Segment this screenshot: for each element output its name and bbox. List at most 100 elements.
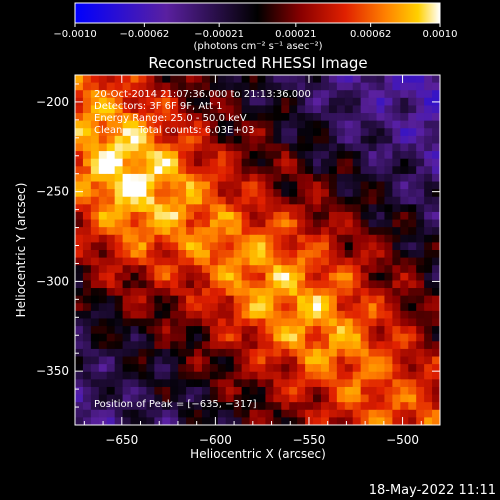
heatmap-cell	[170, 371, 179, 380]
heatmap-cell	[392, 333, 401, 342]
heatmap-cell	[376, 371, 386, 380]
heatmap-cell	[225, 105, 235, 114]
heatmap-cell	[162, 166, 171, 175]
heatmap-cell	[209, 75, 219, 84]
heatmap-cell	[154, 402, 163, 411]
heatmap-cell	[424, 402, 433, 411]
heatmap-cell	[289, 97, 298, 107]
heatmap-cell	[75, 219, 84, 228]
heatmap-cell	[82, 166, 92, 175]
heatmap-cell	[138, 82, 148, 91]
heatmap-cell	[241, 181, 251, 190]
heatmap-cell	[408, 250, 417, 259]
heatmap-cell	[432, 219, 440, 228]
heatmap-cell	[170, 341, 179, 350]
heatmap-cell	[328, 181, 338, 190]
heatmap-cell	[90, 364, 100, 373]
heatmap-cell	[376, 219, 386, 228]
heatmap-cell	[376, 402, 386, 411]
heatmap-cell	[320, 113, 330, 122]
heatmap-cell	[106, 181, 116, 190]
heatmap-cell	[257, 326, 267, 335]
heatmap-cell	[201, 272, 211, 282]
heatmap-cell	[281, 272, 290, 282]
heatmap-cell	[170, 242, 179, 251]
heatmap-cell	[305, 303, 314, 312]
heatmap-cell	[154, 303, 163, 312]
heatmap-cell	[209, 295, 219, 304]
peak-position-label: Position of Peak = [−635, −317]	[94, 399, 257, 410]
heatmap-cell	[138, 211, 148, 221]
heatmap-cell	[170, 250, 179, 259]
heatmap-cell	[75, 341, 84, 350]
heatmap-cell	[249, 158, 259, 167]
heatmap-cell	[233, 204, 243, 213]
heatmap-cell	[384, 227, 393, 236]
heatmap-cell	[241, 173, 251, 183]
heatmap-cell	[154, 348, 163, 358]
heatmap-cell	[209, 181, 219, 190]
heatmap-cell	[432, 82, 440, 91]
heatmap-cell	[233, 280, 243, 289]
heatmap-cell	[186, 417, 195, 425]
heatmap-cell	[352, 173, 362, 183]
heatmap-cell	[122, 105, 132, 114]
heatmap-cell	[90, 310, 100, 320]
heatmap-cell	[360, 234, 370, 243]
heatmap-cell	[336, 227, 346, 236]
heatmap-cell	[178, 135, 187, 145]
heatmap-cell	[376, 417, 386, 425]
heatmap-cell	[432, 409, 440, 418]
heatmap-cell	[194, 128, 203, 137]
heatmap-cell	[106, 288, 116, 297]
heatmap-cell	[241, 189, 251, 198]
heatmap-cell	[241, 219, 251, 228]
heatmap-cell	[368, 379, 378, 388]
heatmap-cell	[241, 310, 251, 320]
heatmap-cell	[122, 173, 132, 183]
heatmap-cell	[90, 219, 100, 228]
heatmap-cell	[90, 409, 100, 418]
heatmap-cell	[98, 105, 108, 114]
heatmap-cell	[416, 348, 425, 358]
heatmap-cell	[328, 280, 338, 289]
heatmap-cell	[424, 356, 433, 365]
heatmap-cell	[98, 265, 108, 274]
heatmap-cell	[289, 181, 298, 190]
heatmap-cell	[384, 90, 393, 99]
heatmap-cell	[320, 143, 330, 152]
heatmap-cell	[98, 341, 108, 350]
heatmap-cell	[114, 158, 124, 167]
heatmap-cell	[82, 135, 92, 145]
heatmap-cell	[336, 143, 346, 152]
y-axis-label: Heliocentric Y (arcsec)	[14, 183, 28, 318]
heatmap-cell	[352, 333, 362, 342]
heatmap-cell	[225, 295, 235, 304]
heatmap-cell	[249, 257, 259, 266]
heatmap-cell	[384, 250, 393, 259]
heatmap-cell	[400, 128, 409, 137]
heatmap-cell	[305, 409, 314, 418]
heatmap-cell	[281, 417, 290, 425]
heatmap-cell	[289, 135, 298, 145]
heatmap-cell	[352, 120, 362, 129]
heatmap-cell	[376, 326, 386, 335]
heatmap-cell	[233, 151, 243, 160]
heatmap-cell	[122, 386, 132, 396]
heatmap-cell	[82, 113, 92, 122]
heatmap-cell	[257, 128, 267, 137]
heatmap-cell	[146, 364, 155, 373]
heatmap-cell	[320, 371, 330, 380]
heatmap-cell	[170, 356, 179, 365]
heatmap-cell	[297, 151, 306, 160]
heatmap-cell	[265, 394, 274, 403]
heatmap-cell	[138, 272, 148, 282]
heatmap-cell	[360, 371, 370, 380]
heatmap-cell	[344, 105, 354, 114]
heatmap-cell	[186, 211, 195, 221]
heatmap-cell	[209, 409, 219, 418]
heatmap-cell	[82, 196, 92, 205]
heatmap-cell	[281, 265, 290, 274]
heatmap-cell	[289, 90, 298, 99]
heatmap-cell	[336, 166, 346, 175]
